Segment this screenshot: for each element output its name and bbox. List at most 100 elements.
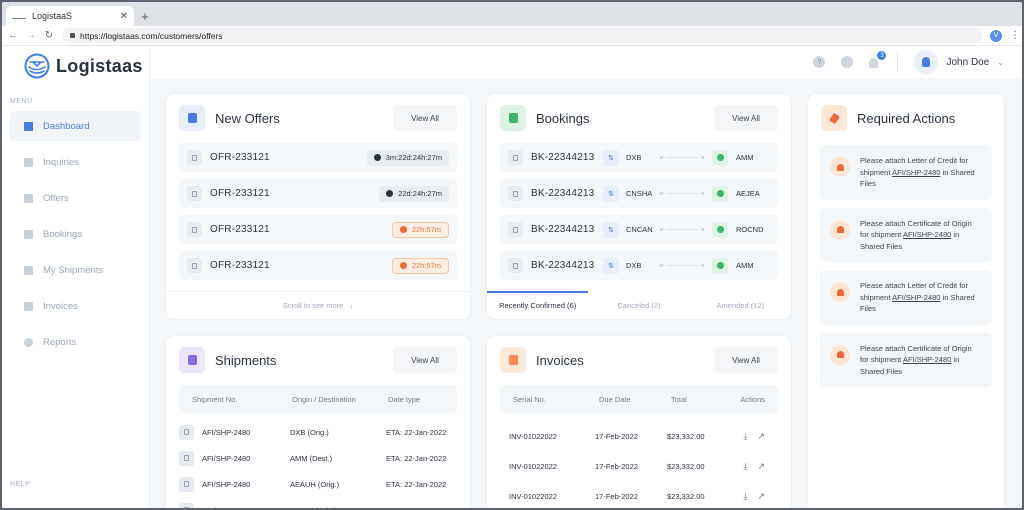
sidebar-item-label: My Shipments [43,264,104,276]
offer-row[interactable]: OFR-233121 22d:24h:27m [179,179,457,208]
destination-port: AEJEA [736,189,760,198]
external-link-icon[interactable]: ↗ [757,430,765,441]
forward-icon[interactable]: → [26,30,36,41]
help-section-label: HELP [10,481,31,488]
column-header: Total [671,394,687,404]
avatar [914,50,939,74]
table-row[interactable]: AFI/SHP-2480 DXB (Orig.) ETA: 22-Jan-202… [179,419,457,445]
tab-recently-confirmed[interactable]: Recently Confirmed (6) [487,291,589,319]
action-text: Please attach Certificate of Origin for … [860,218,972,251]
view-all-shipments-button[interactable]: View All [393,347,457,373]
copy-icon[interactable] [508,222,523,237]
logo[interactable]: Logistaas [2,46,149,86]
table-row[interactable]: INV-01022022 17-Feb-2022 $23,332.00 ⤓ ↗ [500,451,778,481]
countdown-badge: 3m:22d:24h:27m [366,149,449,166]
table-row[interactable]: INV-01022022 17-Feb-2022 $23,332.00 ⤓ ↗ [500,481,778,508]
user-menu[interactable]: John Doe ⌄ [914,50,1004,74]
view-all-invoices-button[interactable]: View All [714,347,778,373]
tab-amended[interactable]: Amended (12) [716,300,765,310]
back-icon[interactable]: ← [8,30,18,41]
shipment-link[interactable]: AFI/SHP-2480 [892,167,941,177]
required-action-item: Please attach Certificate of Origin for … [820,332,992,387]
download-icon[interactable]: ⤓ [743,430,748,441]
sidebar-item-label: Reports [43,336,77,348]
origin-destination: AEJEA (Orig.) [290,506,386,509]
copy-icon[interactable] [179,450,194,466]
route-icon: ⇅ [603,149,619,166]
copy-icon[interactable] [187,258,202,273]
sidebar-item-dashboard[interactable]: Dashboard [10,111,141,141]
table-row[interactable]: AFI/SHP-2480 AMM (Dest.) ETA: 22-Jan-202… [179,445,457,471]
help-icon[interactable]: ? [813,56,826,68]
table-row[interactable]: AFI/SHP-2480 AEJEA (Orig.) ETA: 22-Jan-2… [179,497,457,508]
booking-row[interactable]: BK-22344213 ⇅ DXB AMM [500,251,778,280]
new-tab-button[interactable]: + [141,8,149,24]
download-icon[interactable]: ⤓ [743,460,748,471]
clipboard-icon [24,193,33,203]
sidebar-item-reports[interactable]: Reports [10,327,141,357]
copy-icon[interactable] [187,222,202,237]
view-all-bookings-button[interactable]: View All [714,105,778,131]
settings-icon[interactable] [841,56,854,68]
sidebar-item-my-shipments[interactable]: My Shipments [10,255,141,285]
table-row[interactable]: AFI/SHP-2480 AEAUH (Orig.) ETA: 22-Jan-2… [179,471,457,497]
shipments-card: Shipments View All Shipment No. Origin /… [166,336,470,508]
reload-icon[interactable]: ↻ [44,30,54,41]
shipment-link[interactable]: AFI/SHP-2480 [902,230,952,239]
notifications-button[interactable]: 3 [869,51,887,68]
menu-section-label: MENU [10,98,33,105]
booking-row[interactable]: BK-22344213 ⇅ CNCAN ROCND [500,215,778,244]
offer-row[interactable]: OFR-233121 3m:22d:24h:27m [179,143,457,172]
url-input[interactable]: https://logistaas.com/customers/offers [62,28,982,43]
notification-badge: 3 [877,51,887,60]
shield-check-icon [712,257,728,274]
browser-profile-avatar[interactable]: V [990,29,1002,42]
countdown-badge: 22d:24h:27m [379,185,449,202]
route-icon: ⇅ [603,257,619,274]
download-icon[interactable]: ⤓ [743,490,748,501]
date-type: ETA: 22-Jan-2022 [386,453,447,463]
copy-icon[interactable] [179,424,194,440]
url-text: https://logistaas.com/customers/offers [80,30,223,41]
copy-icon[interactable] [508,186,523,201]
shipment-link[interactable]: AFI/SHP-2480 [892,292,941,302]
scroll-hint-text: Scroll to see more [282,301,344,310]
booking-row[interactable]: BK-22344213 ⇅ DXB AMM [500,143,778,172]
booking-id: BK-22344213 [531,152,595,163]
offer-row[interactable]: OFR-233121 22h:57m [179,251,457,280]
view-all-offers-button[interactable]: View All [393,105,457,131]
offer-id: OFR-233121 [210,152,270,163]
column-header: Date type [388,394,421,404]
sidebar-item-inquiries[interactable]: Inquiries [10,147,141,177]
origin-port: CNSHA [626,189,653,198]
divider [897,52,899,72]
origin-port: DXB [626,153,642,162]
copy-icon[interactable] [187,150,202,165]
shipment-link[interactable]: AFI/SHP-2480 [902,355,952,364]
copy-icon[interactable] [508,150,523,165]
copy-icon[interactable] [179,476,194,492]
stopwatch-icon [399,262,407,269]
sidebar-item-bookings[interactable]: Bookings [10,219,141,249]
booking-row[interactable]: BK-22344213 ⇅ CNSHA AEJEA [500,179,778,208]
scroll-to-see-more[interactable]: Scroll to see more ↓ [166,291,470,319]
sidebar-item-offers[interactable]: Offers [10,183,141,213]
external-link-icon[interactable]: ↗ [757,460,765,471]
copy-icon[interactable] [508,258,523,273]
origin-destination: AMM (Dest.) [290,453,333,463]
close-tab-icon[interactable]: ✕ [119,10,128,22]
sidebar-item-invoices[interactable]: Invoices [10,291,141,321]
browser-tab[interactable]: LogistaaS ✕ [6,6,134,26]
tab-title: LogistaaS [32,11,73,21]
card-title: Bookings [536,110,590,126]
copy-icon[interactable] [179,502,194,508]
action-text: Please attach Letter of Credit for shipm… [860,156,975,188]
action-text: Please attach Certificate of Origin for … [860,343,972,376]
table-row[interactable]: INV-01022022 17-Feb-2022 $23,332.00 ⤓ ↗ [500,421,778,451]
external-link-icon[interactable]: ↗ [757,490,765,501]
tab-canceled[interactable]: Canceled (2) [617,300,661,310]
copy-icon[interactable] [187,186,202,201]
offer-row[interactable]: OFR-233121 22h:57m [179,215,457,244]
browser-menu-icon[interactable]: ⋮ [1010,30,1020,41]
column-header: Due Date [599,394,631,404]
